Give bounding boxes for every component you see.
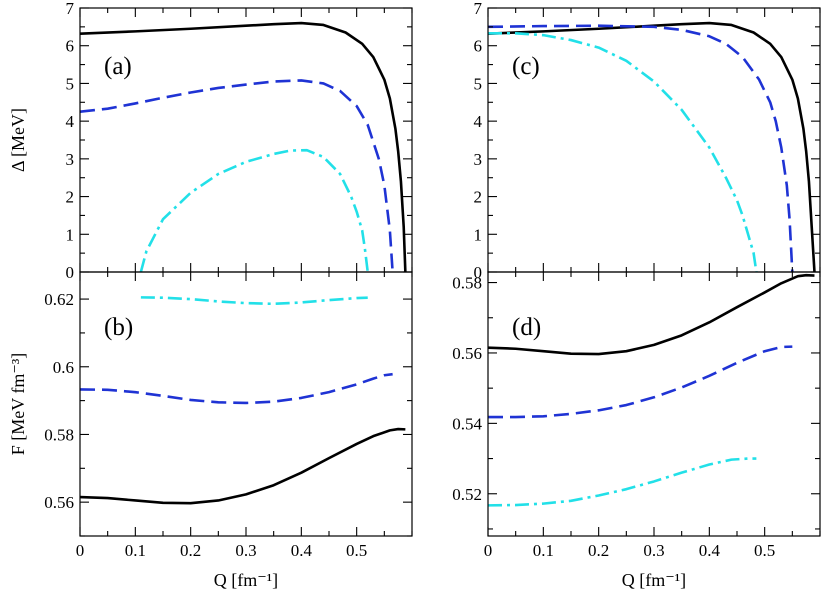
x-tick-label: 0.5 <box>754 541 775 560</box>
y-axis-label: Δ [MeV] <box>8 108 28 172</box>
series-group <box>488 21 816 272</box>
y-tick-label: 4 <box>66 112 75 131</box>
plot-frame <box>487 7 821 273</box>
y-tick-label: 5 <box>66 74 75 93</box>
y-tick-label: 0.56 <box>452 344 482 363</box>
y-tick-label: 6 <box>66 37 75 56</box>
y-tick-label: 5 <box>474 74 483 93</box>
series-group <box>488 273 815 507</box>
x-axis-label: Q [fm⁻¹] <box>622 570 686 590</box>
series-line-2 <box>488 345 793 419</box>
y-tick-label: 1 <box>66 225 75 244</box>
panel-label: (a) <box>104 53 132 80</box>
y-tick-label: 0.58 <box>44 425 74 444</box>
panel-label: (b) <box>104 314 133 341</box>
series-line-1 <box>80 21 407 272</box>
y-tick-label: 3 <box>474 150 483 169</box>
y-tick-label: 0 <box>66 263 75 282</box>
y-tick-label: 0.62 <box>44 290 74 309</box>
y-tick-label: 4 <box>474 112 483 131</box>
y-tick-label: 0 <box>474 263 483 282</box>
y-tick-label: 2 <box>474 188 483 207</box>
series-line-3 <box>139 148 370 272</box>
series-line-2 <box>80 372 393 405</box>
plot-frame <box>487 271 821 537</box>
panel-label: (d) <box>512 314 541 341</box>
x-axis-label: Q [fm⁻¹] <box>214 570 278 590</box>
y-tick-label: 1 <box>474 225 483 244</box>
x-tick-label: 0 <box>484 541 493 560</box>
series-line-2 <box>80 79 394 272</box>
y-tick-label: 0.56 <box>44 493 74 512</box>
series-group <box>80 296 406 505</box>
x-tick-label: 0.4 <box>291 541 313 560</box>
y-tick-label: 6 <box>474 37 483 56</box>
x-tick-label: 0.4 <box>699 541 721 560</box>
y-tick-label: 3 <box>66 150 75 169</box>
y-tick-label: 0.54 <box>452 414 482 433</box>
series-group <box>80 21 407 272</box>
series-line-1 <box>488 21 816 272</box>
x-tick-label: 0.5 <box>346 541 367 560</box>
panel-c: 0 1 2 3 4 5 6 7 (c) <box>474 0 821 282</box>
y-tick-label: 0.6 <box>53 358 74 377</box>
x-tick-label: 0.3 <box>643 541 664 560</box>
x-tick-label: 0.2 <box>588 541 609 560</box>
y-tick-label: 7 <box>474 0 483 18</box>
x-tick-label: 0.1 <box>125 541 146 560</box>
series-line-2 <box>488 24 794 272</box>
panel-label: (c) <box>512 53 540 80</box>
series-line-3 <box>488 457 757 507</box>
panel-d: 0 0.1 0.2 0.3 0.4 0.5 0.52 0.54 0.56 0.58 (d) Q [fm… <box>452 271 821 590</box>
y-tick-label: 2 <box>66 188 75 207</box>
panel-b: 0 0.1 0.2 0.3 0.4 0.5 0.56 0.58 0.6 0.62 (b) Q [fm⁻… <box>8 271 413 590</box>
x-tick-label: 0.1 <box>533 541 554 560</box>
y-tick-label: 7 <box>66 0 75 18</box>
x-tick-label: 0 <box>76 541 85 560</box>
y-axis-label: F [MeV fm⁻³] <box>8 353 28 456</box>
y-tick-label: 0.58 <box>452 274 482 293</box>
x-tick-label: 0.3 <box>235 541 256 560</box>
y-tick-label: 0.52 <box>452 485 482 504</box>
panel-a: 0 1 2 3 4 5 6 7 (a) Δ [MeV] <box>8 0 413 282</box>
series-line-1 <box>488 273 815 356</box>
series-line-3 <box>488 31 758 272</box>
series-line-3 <box>140 296 368 306</box>
x-tick-label: 0.2 <box>180 541 201 560</box>
series-line-1 <box>80 427 406 505</box>
